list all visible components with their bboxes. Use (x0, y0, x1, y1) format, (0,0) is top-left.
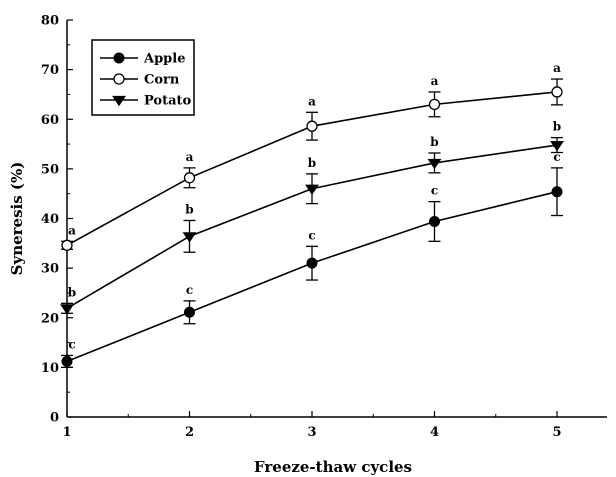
significance-letter: b (430, 135, 438, 149)
marker (306, 257, 318, 269)
marker (61, 239, 73, 251)
marker (306, 120, 318, 132)
marker (551, 186, 563, 198)
x-tick-label: 1 (62, 425, 71, 440)
legend-label: Corn (144, 73, 180, 88)
y-axis-title: Syneresis (%) (8, 162, 26, 276)
y-tick-label: 40 (41, 212, 59, 227)
y-tick-label: 50 (41, 162, 59, 177)
x-tick-label: 2 (185, 425, 194, 440)
y-tick-label: 70 (41, 63, 59, 78)
legend-box (91, 39, 195, 116)
series-apple: c c c c c (61, 150, 563, 369)
marker (427, 158, 442, 170)
significance-letter: c (308, 228, 315, 242)
significance-letter: c (431, 184, 438, 198)
significance-letter: c (553, 150, 560, 164)
significance-letter: a (553, 61, 561, 75)
significance-letter: a (186, 150, 194, 164)
significance-letter: b (68, 285, 76, 299)
y-tick-label: 30 (41, 262, 59, 277)
x-tick-label: 5 (552, 425, 561, 440)
marker (183, 172, 196, 184)
x-axis-title: Freeze-thaw cycles (254, 458, 412, 476)
legend-label: Apple (143, 52, 185, 67)
significance-letter: c (68, 337, 75, 351)
marker (113, 73, 125, 85)
marker (61, 355, 73, 367)
legend-item-apple: Apple (100, 52, 185, 67)
legend: Apple Corn Potato (91, 39, 195, 116)
significance-letter: b (553, 120, 561, 134)
significance-letter: a (308, 94, 316, 108)
marker (550, 140, 564, 152)
marker (305, 184, 319, 196)
series-potato: b b b b b (60, 120, 564, 315)
significance-letter: c (186, 283, 193, 297)
y-tick-label: 80 (41, 14, 59, 29)
y-tick-label: 20 (41, 311, 59, 326)
y-tick-label: 0 (50, 411, 59, 426)
legend-item-potato: Potato (100, 94, 192, 109)
significance-letter: b (308, 156, 316, 170)
marker (182, 232, 197, 243)
y-tick-label: 10 (41, 361, 59, 376)
x-tick-label: 3 (307, 425, 316, 440)
significance-letter: a (68, 223, 76, 237)
marker (113, 52, 125, 64)
y-tick-label: 60 (41, 113, 59, 128)
marker (429, 215, 440, 227)
significance-letter: b (185, 202, 193, 216)
marker (184, 306, 195, 318)
legend-item-corn: Corn (100, 73, 180, 88)
legend-label: Potato (144, 94, 192, 109)
series-corn: a a a a a (61, 61, 563, 251)
marker (428, 98, 441, 111)
marker (551, 86, 563, 98)
marker (60, 304, 74, 315)
series-layer: c c c c c a a a a a b b b b b (60, 61, 564, 369)
axes: 0 10 20 30 40 50 60 70 80 1 2 3 4 5 (41, 14, 607, 440)
marker (112, 95, 126, 107)
significance-letter: a (431, 74, 439, 88)
x-tick-label: 4 (430, 425, 439, 440)
